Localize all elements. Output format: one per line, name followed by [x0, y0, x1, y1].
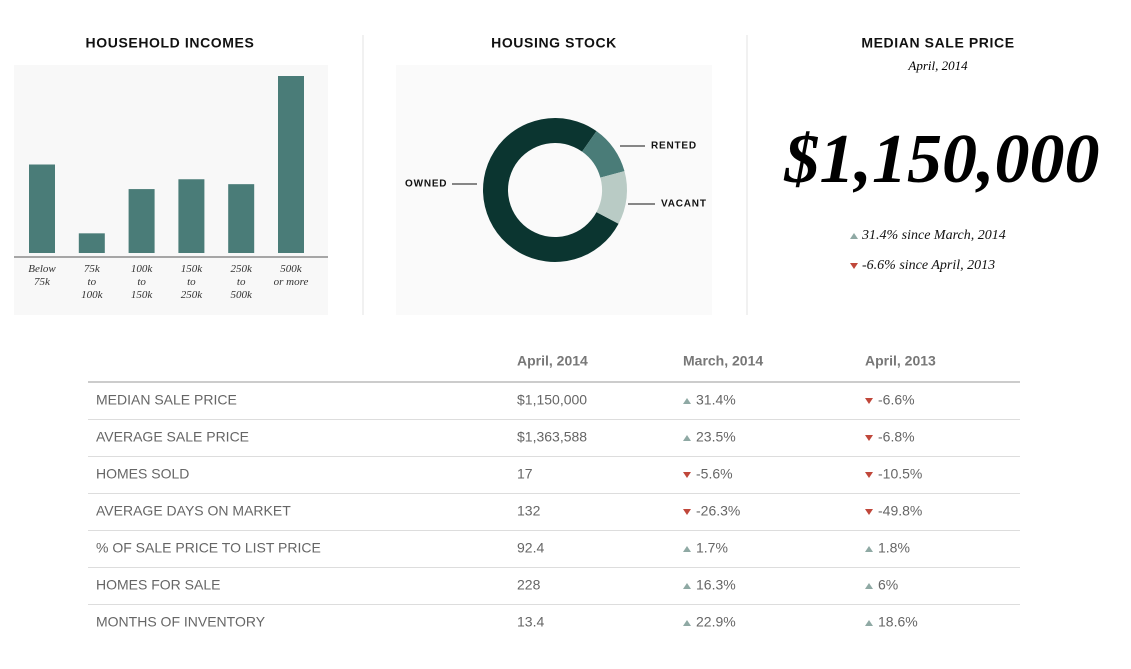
arrow-up — [865, 583, 873, 589]
arrow-up — [850, 233, 858, 239]
cell: 16.3% — [696, 577, 736, 593]
chart-title: HOUSING STOCK — [491, 35, 617, 51]
cell: -6.8% — [878, 429, 915, 445]
row-label: HOMES SOLD — [96, 466, 189, 482]
x-tick-label: Below 75k — [28, 263, 56, 288]
cell: 13.4 — [517, 614, 544, 630]
cell: 1.7% — [696, 540, 728, 556]
cell: 22.9% — [696, 614, 736, 630]
arrow-up — [865, 620, 873, 626]
cell: 23.5% — [696, 429, 736, 445]
arrow-down — [865, 509, 873, 515]
x-tick-label: 100k to 150k — [131, 263, 154, 301]
donut-panel — [396, 65, 712, 315]
x-tick-label: 500k or more — [274, 263, 309, 288]
row-label: % OF SALE PRICE TO LIST PRICE — [96, 540, 321, 556]
column-header: April, 2013 — [865, 353, 936, 369]
cell: -6.6% — [878, 392, 915, 408]
bar — [128, 189, 155, 253]
cell: 18.6% — [878, 614, 918, 630]
cell: 17 — [517, 466, 533, 482]
arrow-up — [683, 398, 691, 404]
headline-change: -6.6% since April, 2013 — [862, 258, 995, 273]
donut-segment — [482, 118, 619, 263]
chart-title: HOUSEHOLD INCOMES — [86, 35, 255, 51]
row-label: MONTHS OF INVENTORY — [96, 614, 266, 630]
segment-label: OWNED — [405, 179, 447, 190]
cell: 1.8% — [878, 540, 910, 556]
bar — [78, 233, 105, 253]
bar — [29, 164, 55, 253]
cell: -10.5% — [878, 466, 922, 482]
arrow-up — [683, 435, 691, 441]
segment-label: VACANT — [661, 199, 707, 210]
cell: $1,363,588 — [517, 429, 587, 445]
arrow-up — [683, 583, 691, 589]
cell: -5.6% — [696, 466, 733, 482]
row-label: AVERAGE SALE PRICE — [96, 429, 249, 445]
headline-subtitle: April, 2014 — [907, 58, 968, 73]
column-header: March, 2014 — [683, 353, 763, 369]
arrow-down — [683, 472, 691, 478]
cell: 31.4% — [696, 392, 736, 408]
cell: 228 — [517, 577, 541, 593]
cell: 92.4 — [517, 540, 544, 556]
row-label: HOMES FOR SALE — [96, 577, 220, 593]
cell: -26.3% — [696, 503, 740, 519]
x-tick-label: 250k to 500k — [231, 263, 254, 301]
cell: $1,150,000 — [517, 392, 587, 408]
donut-segment — [596, 171, 627, 224]
bar — [178, 179, 205, 253]
bar-panel — [14, 65, 328, 315]
headline-value: $1,150,000 — [784, 121, 1100, 198]
arrow-down — [865, 398, 873, 404]
row-label: MEDIAN SALE PRICE — [96, 392, 237, 408]
column-header: April, 2014 — [517, 353, 588, 369]
arrow-up — [683, 620, 691, 626]
x-tick-label: 150k to 250k — [181, 263, 204, 301]
cell: -49.8% — [878, 503, 922, 519]
cell: 132 — [517, 503, 541, 519]
segment-label: RENTED — [651, 141, 697, 152]
headline-change: 31.4% since March, 2014 — [861, 228, 1006, 243]
arrow-down — [865, 435, 873, 441]
donut-segment — [582, 131, 625, 178]
headline-title: MEDIAN SALE PRICE — [861, 35, 1014, 51]
x-tick-label: 75k to 100k — [81, 263, 104, 301]
arrow-down — [683, 509, 691, 515]
bar — [228, 184, 255, 253]
arrow-up — [683, 546, 691, 552]
bar — [278, 76, 304, 253]
row-label: AVERAGE DAYS ON MARKET — [96, 503, 291, 519]
arrow-up — [865, 546, 873, 552]
arrow-down — [865, 472, 873, 478]
cell: 6% — [878, 577, 898, 593]
arrow-down — [850, 263, 858, 269]
